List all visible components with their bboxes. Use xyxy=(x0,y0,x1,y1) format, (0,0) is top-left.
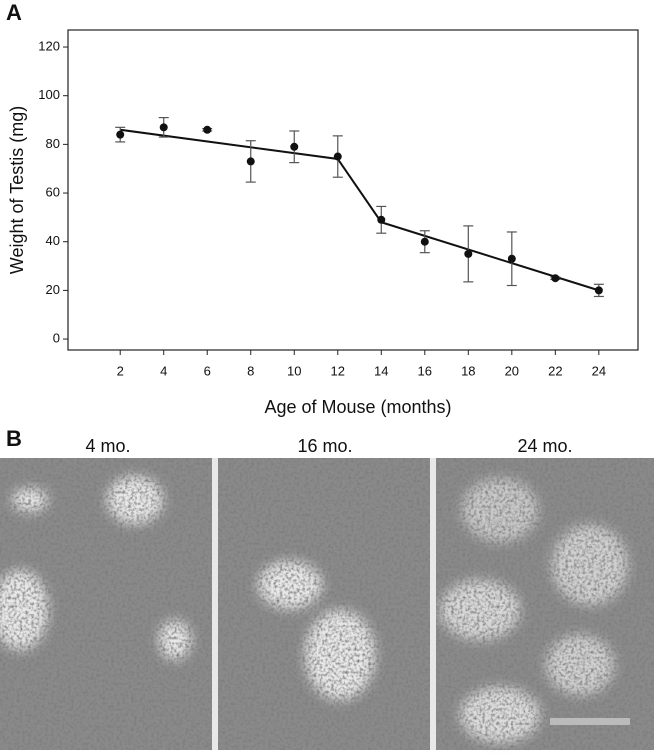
trend-line xyxy=(120,128,600,292)
x-tick-label: 6 xyxy=(204,363,211,378)
point xyxy=(594,286,603,295)
panel-label: A xyxy=(6,0,22,25)
x-tick-label: 4 xyxy=(160,363,167,378)
divider xyxy=(212,458,218,750)
x-tick-label: 16 xyxy=(418,363,432,378)
point xyxy=(551,274,560,283)
point xyxy=(246,157,255,166)
y-tick-label: 60 xyxy=(46,184,60,199)
image-label: 24 mo. xyxy=(517,436,572,456)
point xyxy=(290,142,299,151)
x-tick-label: 14 xyxy=(374,363,388,378)
plot-frame xyxy=(67,29,639,351)
point xyxy=(203,125,212,134)
panel-label: B xyxy=(6,426,22,451)
x-tick-label: 22 xyxy=(548,363,562,378)
point xyxy=(464,249,473,258)
divider xyxy=(430,458,436,750)
point xyxy=(377,215,386,224)
x-tick-label: 20 xyxy=(505,363,519,378)
y-tick-label: 80 xyxy=(46,136,60,151)
x-tick-label: 18 xyxy=(461,363,475,378)
texture xyxy=(0,458,654,750)
y-tick-label: 100 xyxy=(38,87,60,102)
x-tick-label: 24 xyxy=(592,363,606,378)
point xyxy=(159,123,168,132)
x-tick-label: 8 xyxy=(247,363,254,378)
x-tick-label: 2 xyxy=(117,363,124,378)
y-tick-label: 40 xyxy=(46,233,60,248)
x-axis-title: Age of Mouse (months) xyxy=(264,397,451,417)
x-tick-label: 10 xyxy=(287,363,301,378)
point xyxy=(420,237,429,246)
y-axis-title: Weight of Testis (mg) xyxy=(7,106,27,274)
image-label: 16 mo. xyxy=(297,436,352,456)
point xyxy=(507,254,516,263)
image-label: 4 mo. xyxy=(85,436,130,456)
x-tick-label: 12 xyxy=(331,363,345,378)
point xyxy=(116,130,125,139)
y-tick-label: 120 xyxy=(38,38,60,53)
scale-bar xyxy=(550,718,630,725)
y-tick-label: 20 xyxy=(46,282,60,297)
micrographs xyxy=(0,458,654,750)
y-tick-label: 0 xyxy=(53,330,60,345)
point xyxy=(333,152,342,161)
